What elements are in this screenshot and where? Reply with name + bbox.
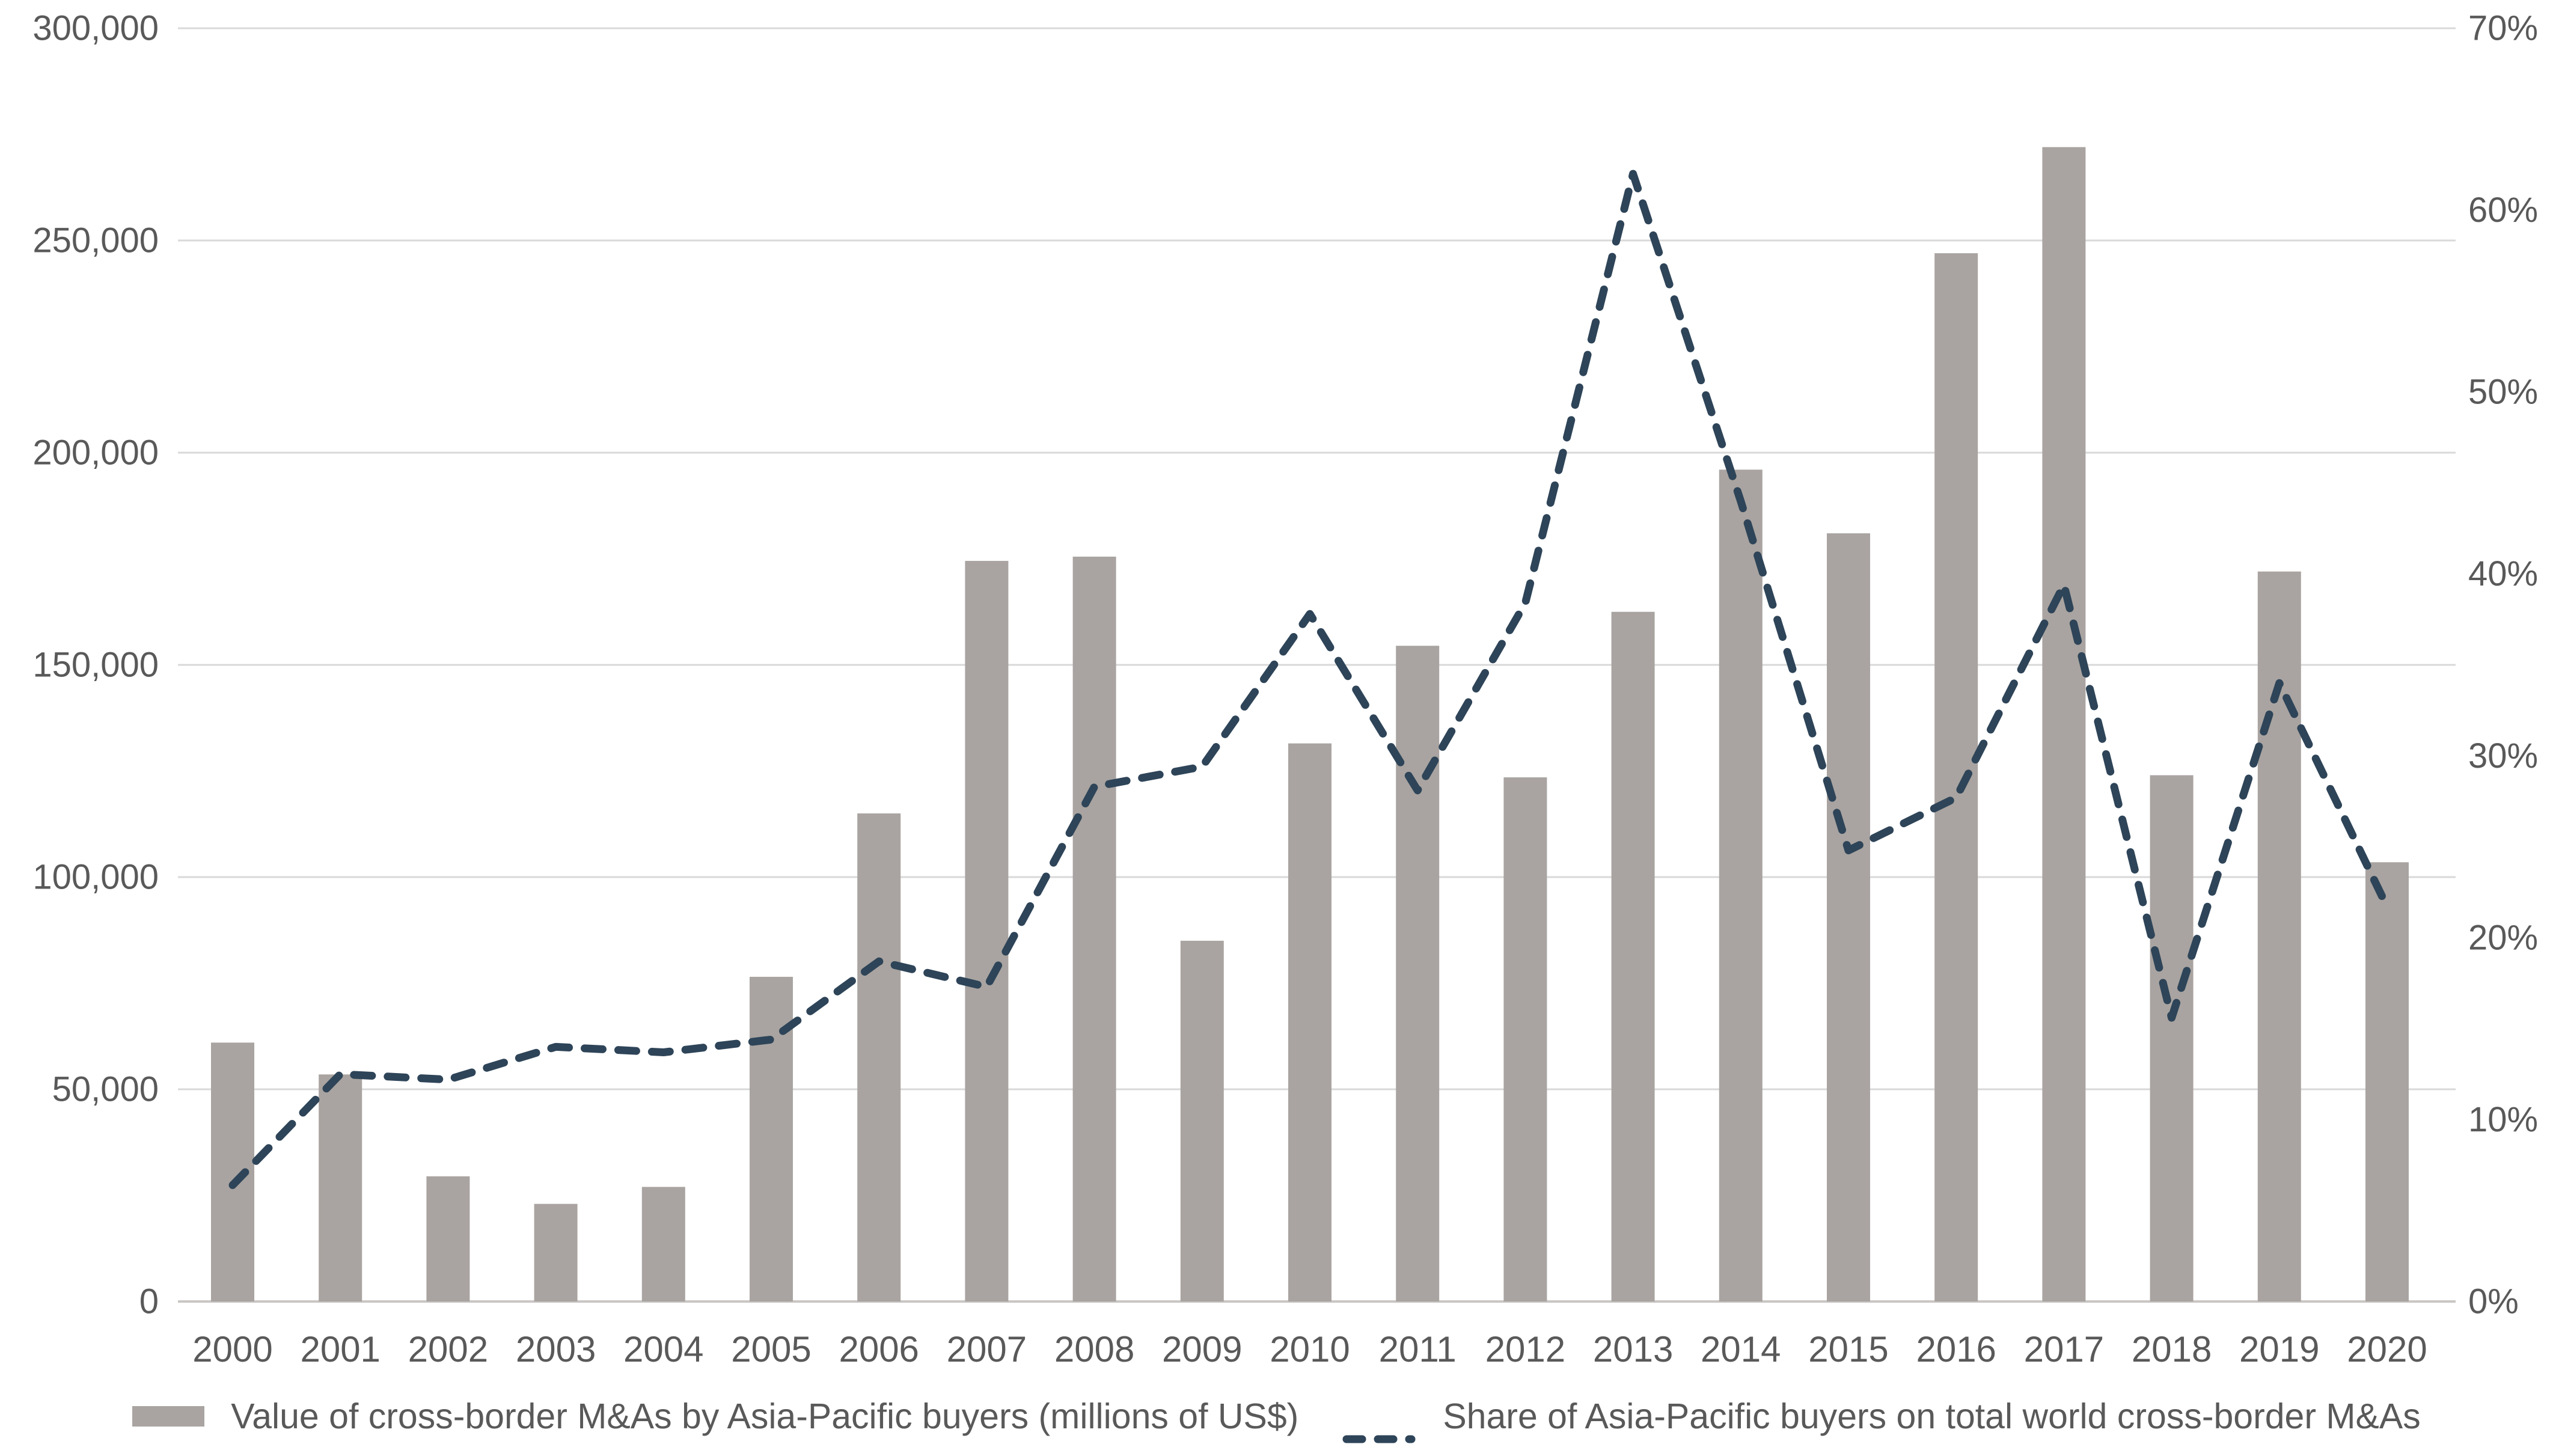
x-axis-year-label: 2003 [516, 1329, 596, 1369]
left-axis-tick-label: 0 [139, 1282, 159, 1321]
x-axis-year-label: 2000 [192, 1329, 272, 1369]
bar-2014 [1719, 470, 1763, 1302]
x-axis-year-label: 2020 [2347, 1329, 2427, 1369]
line-series-label: Share of Asia-Pacific buyers on total wo… [1443, 1396, 2421, 1436]
bar-2011 [1396, 646, 1440, 1302]
line-series-swatch-icon [1342, 1412, 1416, 1443]
x-axis-year-label: 2007 [947, 1329, 1027, 1369]
right-axis-tick-label: 70% [2468, 9, 2538, 48]
legend-item-line-series: Share of Asia-Pacific buyers on total wo… [1342, 1396, 2421, 1443]
x-axis-year-label: 2009 [1162, 1329, 1242, 1369]
left-axis-tick-label: 100,000 [32, 858, 159, 897]
x-axis-year-label: 2001 [300, 1329, 380, 1369]
bar-2012 [1503, 777, 1547, 1302]
right-axis-tick-label: 60% [2468, 191, 2538, 230]
x-axis-year-label: 2012 [1485, 1329, 1565, 1369]
bar-series-swatch-icon [132, 1406, 205, 1427]
x-axis-year-label: 2006 [839, 1329, 919, 1369]
bar-2013 [1611, 611, 1655, 1302]
bar-2008 [1072, 556, 1116, 1302]
bar-2009 [1180, 940, 1224, 1302]
right-axis-tick-label: 50% [2468, 373, 2538, 412]
bar-2006 [857, 813, 901, 1302]
bar-2015 [1827, 533, 1870, 1302]
x-axis-year-label: 2017 [2024, 1329, 2104, 1369]
x-axis-year-label: 2015 [1808, 1329, 1888, 1369]
x-axis-year-label: 2010 [1270, 1329, 1350, 1369]
right-axis-tick-label: 20% [2468, 918, 2538, 957]
bar-2020 [2365, 862, 2409, 1302]
left-axis-tick-label: 250,000 [32, 221, 159, 260]
right-axis-tick-label: 0% [2468, 1282, 2519, 1321]
left-axis-tick-label: 300,000 [32, 9, 159, 48]
x-axis-year-label: 2018 [2132, 1329, 2212, 1369]
x-axis-year-label: 2004 [623, 1329, 703, 1369]
x-axis-year-label: 2013 [1593, 1329, 1673, 1369]
x-axis-year-label: 2011 [1379, 1329, 1457, 1369]
right-axis-tick-label: 10% [2468, 1100, 2538, 1139]
share-line [228, 170, 2391, 1189]
bar-2017 [2042, 147, 2086, 1302]
bar-2004 [641, 1187, 685, 1302]
x-axis-year-label: 2005 [731, 1329, 811, 1369]
right-axis-tick-label: 40% [2468, 554, 2538, 593]
left-axis-tick-label: 200,000 [32, 433, 159, 473]
x-axis-year-label: 2008 [1054, 1329, 1134, 1369]
bar-2003 [534, 1204, 578, 1302]
bar-2016 [1934, 253, 1978, 1302]
x-axis-year-label: 2002 [408, 1329, 488, 1369]
chart-legend: Value of cross-border M&As by Asia-Pacif… [0, 1396, 2553, 1443]
bar-2002 [426, 1176, 470, 1302]
left-axis-tick-label: 150,000 [32, 646, 159, 685]
x-axis-year-label: 2014 [1701, 1329, 1781, 1369]
bar-2001 [319, 1074, 362, 1302]
bar-series-label: Value of cross-border M&As by Asia-Pacif… [231, 1396, 1299, 1436]
legend-item-bar-series: Value of cross-border M&As by Asia-Pacif… [132, 1396, 1298, 1437]
x-axis-year-label: 2019 [2239, 1329, 2319, 1369]
bar-2010 [1288, 743, 1332, 1302]
x-axis-year-label: 2016 [1916, 1329, 1996, 1369]
bar-2007 [965, 561, 1009, 1302]
left-axis-tick-label: 50,000 [52, 1070, 159, 1109]
right-axis-tick-label: 30% [2468, 736, 2538, 775]
bar-2018 [2150, 775, 2194, 1302]
